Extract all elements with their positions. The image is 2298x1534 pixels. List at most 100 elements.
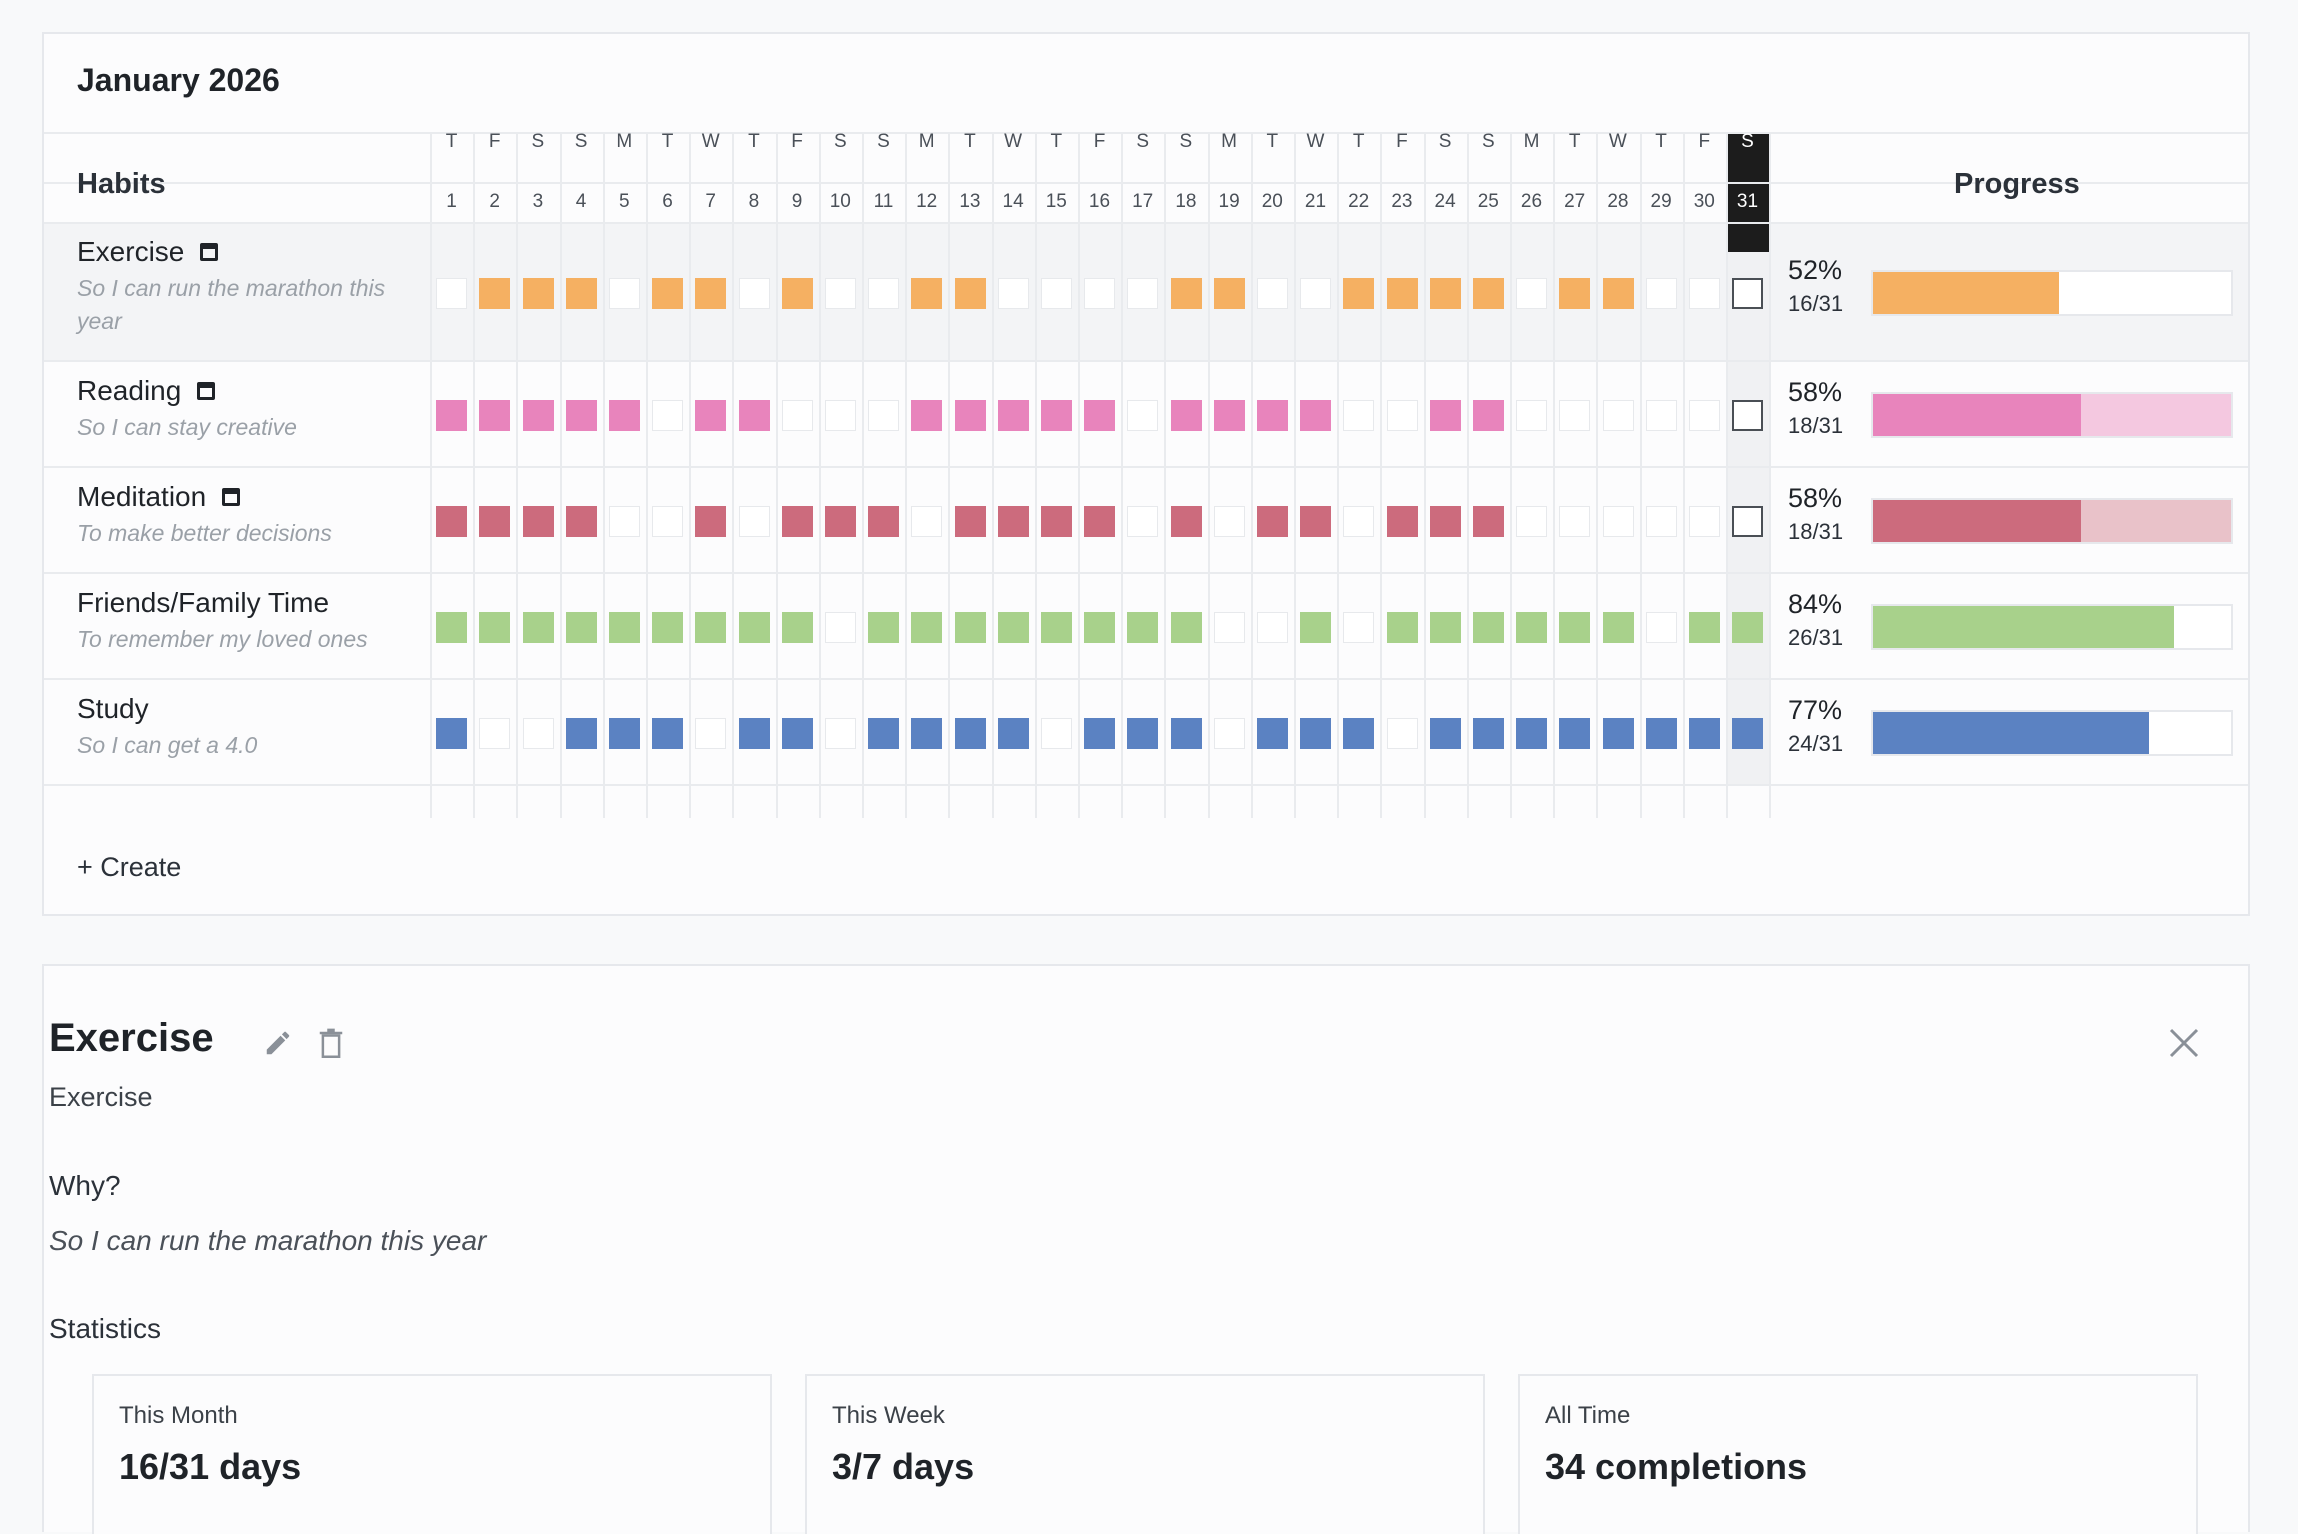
habit-day-cell[interactable] bbox=[738, 611, 770, 643]
habit-day-cell[interactable] bbox=[1213, 505, 1245, 537]
habit-name[interactable]: Friends/Family Time bbox=[77, 587, 329, 619]
habit-day-cell[interactable] bbox=[1386, 611, 1418, 643]
habit-day-cell[interactable] bbox=[824, 505, 856, 537]
habit-day-cell[interactable] bbox=[1300, 399, 1332, 431]
habit-day-cell[interactable] bbox=[954, 277, 986, 309]
habit-day-cell[interactable] bbox=[1170, 505, 1202, 537]
habit-name[interactable]: Meditation bbox=[77, 481, 241, 513]
habit-day-cell[interactable] bbox=[1602, 277, 1634, 309]
habit-name[interactable]: Study bbox=[77, 693, 149, 725]
habit-day-cell[interactable] bbox=[1040, 399, 1072, 431]
habit-day-cell[interactable] bbox=[695, 277, 727, 309]
habit-day-cell[interactable] bbox=[1732, 717, 1764, 749]
habit-day-cell[interactable] bbox=[1084, 611, 1116, 643]
habit-day-cell[interactable] bbox=[436, 505, 468, 537]
habit-day-cell[interactable] bbox=[1472, 717, 1504, 749]
habit-day-cell[interactable] bbox=[1040, 611, 1072, 643]
habit-day-cell[interactable] bbox=[522, 611, 554, 643]
habit-day-cell[interactable] bbox=[479, 505, 511, 537]
habit-day-cell[interactable] bbox=[1256, 505, 1288, 537]
habit-day-cell[interactable] bbox=[1429, 399, 1461, 431]
habit-day-cell[interactable] bbox=[565, 505, 597, 537]
habit-day-cell[interactable] bbox=[1732, 399, 1764, 431]
habit-day-cell[interactable] bbox=[781, 717, 813, 749]
habit-day-cell[interactable] bbox=[436, 611, 468, 643]
habit-day-cell[interactable] bbox=[1170, 399, 1202, 431]
habit-day-cell[interactable] bbox=[997, 505, 1029, 537]
habit-day-cell[interactable] bbox=[1602, 611, 1634, 643]
habit-day-cell[interactable] bbox=[781, 611, 813, 643]
habit-day-cell[interactable] bbox=[911, 505, 943, 537]
habit-day-cell[interactable] bbox=[652, 399, 684, 431]
habit-day-cell[interactable] bbox=[652, 505, 684, 537]
habit-day-cell[interactable] bbox=[738, 717, 770, 749]
habit-day-cell[interactable] bbox=[608, 717, 640, 749]
habit-day-cell[interactable] bbox=[1429, 505, 1461, 537]
habit-day-cell[interactable] bbox=[1343, 611, 1375, 643]
habit-day-cell[interactable] bbox=[608, 277, 640, 309]
habit-day-cell[interactable] bbox=[522, 399, 554, 431]
habit-day-cell[interactable] bbox=[436, 717, 468, 749]
create-habit-button[interactable]: + Create bbox=[77, 852, 182, 882]
habit-day-cell[interactable] bbox=[436, 399, 468, 431]
habit-day-cell[interactable] bbox=[868, 611, 900, 643]
habit-day-cell[interactable] bbox=[1732, 277, 1764, 309]
habit-day-cell[interactable] bbox=[1602, 717, 1634, 749]
habit-day-cell[interactable] bbox=[1127, 717, 1159, 749]
habit-day-cell[interactable] bbox=[1343, 505, 1375, 537]
habit-day-cell[interactable] bbox=[868, 717, 900, 749]
habit-day-cell[interactable] bbox=[1040, 505, 1072, 537]
habit-day-cell[interactable] bbox=[1256, 717, 1288, 749]
habit-day-cell[interactable] bbox=[997, 611, 1029, 643]
habit-day-cell[interactable] bbox=[1645, 505, 1677, 537]
habit-day-cell[interactable] bbox=[1084, 399, 1116, 431]
habit-day-cell[interactable] bbox=[1213, 611, 1245, 643]
habit-day-cell[interactable] bbox=[1040, 277, 1072, 309]
habit-day-cell[interactable] bbox=[1472, 277, 1504, 309]
habit-day-cell[interactable] bbox=[1084, 505, 1116, 537]
trash-icon[interactable] bbox=[318, 1028, 344, 1058]
habit-day-cell[interactable] bbox=[1127, 611, 1159, 643]
habit-name[interactable]: Reading bbox=[77, 375, 216, 407]
habit-day-cell[interactable] bbox=[479, 399, 511, 431]
habit-day-cell[interactable] bbox=[781, 399, 813, 431]
habit-day-cell[interactable] bbox=[1300, 717, 1332, 749]
habit-day-cell[interactable] bbox=[781, 505, 813, 537]
habit-day-cell[interactable] bbox=[1386, 505, 1418, 537]
calendar-icon[interactable] bbox=[197, 382, 216, 400]
habit-day-cell[interactable] bbox=[479, 717, 511, 749]
habit-day-cell[interactable] bbox=[608, 399, 640, 431]
habit-day-cell[interactable] bbox=[695, 505, 727, 537]
habit-day-cell[interactable] bbox=[565, 717, 597, 749]
habit-day-cell[interactable] bbox=[1300, 505, 1332, 537]
habit-day-cell[interactable] bbox=[695, 611, 727, 643]
habit-day-cell[interactable] bbox=[652, 277, 684, 309]
habit-day-cell[interactable] bbox=[695, 717, 727, 749]
habit-day-cell[interactable] bbox=[1645, 611, 1677, 643]
habit-day-cell[interactable] bbox=[1732, 505, 1764, 537]
habit-day-cell[interactable] bbox=[1343, 399, 1375, 431]
habit-day-cell[interactable] bbox=[1213, 277, 1245, 309]
habit-day-cell[interactable] bbox=[781, 277, 813, 309]
habit-day-cell[interactable] bbox=[1429, 611, 1461, 643]
habit-day-cell[interactable] bbox=[1559, 717, 1591, 749]
pencil-icon[interactable] bbox=[263, 1028, 293, 1058]
habit-day-cell[interactable] bbox=[1386, 399, 1418, 431]
habit-day-cell[interactable] bbox=[1688, 611, 1720, 643]
habit-day-cell[interactable] bbox=[1688, 277, 1720, 309]
habit-day-cell[interactable] bbox=[1688, 717, 1720, 749]
habit-day-cell[interactable] bbox=[1472, 505, 1504, 537]
habit-day-cell[interactable] bbox=[1472, 399, 1504, 431]
habit-day-cell[interactable] bbox=[479, 611, 511, 643]
habit-day-cell[interactable] bbox=[1127, 399, 1159, 431]
habit-day-cell[interactable] bbox=[1386, 277, 1418, 309]
habit-day-cell[interactable] bbox=[738, 399, 770, 431]
habit-day-cell[interactable] bbox=[436, 277, 468, 309]
habit-day-cell[interactable] bbox=[1300, 277, 1332, 309]
habit-day-cell[interactable] bbox=[824, 611, 856, 643]
habit-day-cell[interactable] bbox=[479, 277, 511, 309]
habit-day-cell[interactable] bbox=[1213, 717, 1245, 749]
habit-day-cell[interactable] bbox=[522, 277, 554, 309]
habit-day-cell[interactable] bbox=[738, 277, 770, 309]
habit-day-cell[interactable] bbox=[1688, 399, 1720, 431]
